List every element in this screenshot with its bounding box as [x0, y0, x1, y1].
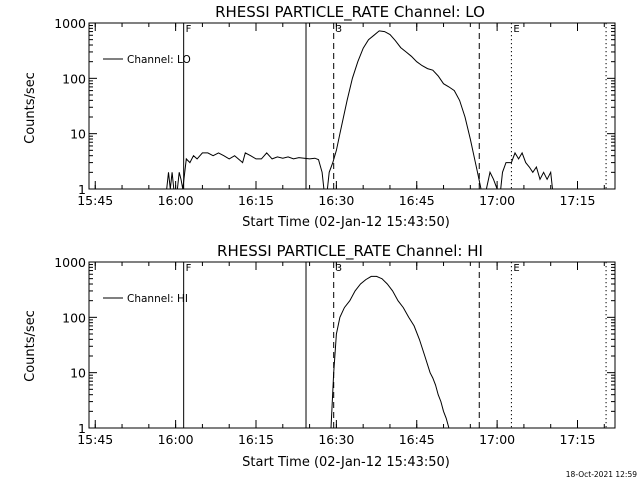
x-axis-label: Start Time (02-Jan-12 15:43:50)	[242, 215, 450, 230]
chart-title: RHESSI PARTICLE_RATE Channel: LO	[215, 3, 485, 22]
panel-hi: RHESSI PARTICLE_RATE Channel: HI Start T…	[23, 242, 616, 470]
chart-title: RHESSI PARTICLE_RATE Channel: HI	[217, 242, 483, 261]
x-tick-label: 16:00	[158, 193, 194, 208]
plot-frame	[88, 22, 616, 190]
panel-lo: RHESSI PARTICLE_RATE Channel: LO Start T…	[23, 3, 616, 230]
y-tick-label: 100	[62, 71, 86, 86]
x-tick-label: 16:45	[399, 432, 435, 447]
y-tick-label: 1000	[54, 255, 86, 270]
x-tick-label: 15:45	[77, 193, 113, 208]
plot-frame	[88, 261, 616, 429]
x-tick-label: 16:30	[318, 432, 354, 447]
y-axis-label: Counts/sec	[23, 310, 38, 382]
x-tick-label: 16:00	[158, 432, 194, 447]
event-marker-label: 3	[336, 24, 342, 35]
y-tick-label: 1000	[54, 16, 86, 31]
x-tick-label: 17:00	[479, 432, 515, 447]
y-tick-label: 10	[70, 366, 86, 381]
legend-label: Channel: HI	[127, 293, 188, 305]
x-tick-label: 16:30	[318, 193, 354, 208]
x-tick-label: 16:15	[238, 193, 274, 208]
y-tick-label: 100	[62, 310, 86, 325]
event-marker-label: F	[186, 263, 192, 274]
y-tick-label: 1	[78, 421, 86, 436]
x-tick-label: 17:15	[559, 193, 595, 208]
y-tick-label: 1	[78, 182, 86, 197]
event-marker-label: E	[513, 24, 519, 35]
series-line	[330, 275, 450, 429]
y-axis-label: Counts/sec	[23, 72, 38, 144]
series-line	[166, 30, 553, 190]
event-marker-label: 3	[336, 263, 342, 274]
x-axis-label: Start Time (02-Jan-12 15:43:50)	[242, 455, 450, 470]
event-marker-label: E	[513, 263, 519, 274]
legend-label: Channel: LO	[127, 54, 191, 66]
x-tick-label: 17:15	[559, 432, 595, 447]
event-marker-label: F	[186, 24, 192, 35]
x-tick-label: 16:15	[238, 432, 274, 447]
timestamp: 18-Oct-2021 12:59	[566, 470, 637, 479]
x-tick-label: 17:00	[479, 193, 515, 208]
x-tick-label: 15:45	[77, 432, 113, 447]
x-tick-label: 16:45	[399, 193, 435, 208]
y-tick-label: 10	[70, 127, 86, 142]
